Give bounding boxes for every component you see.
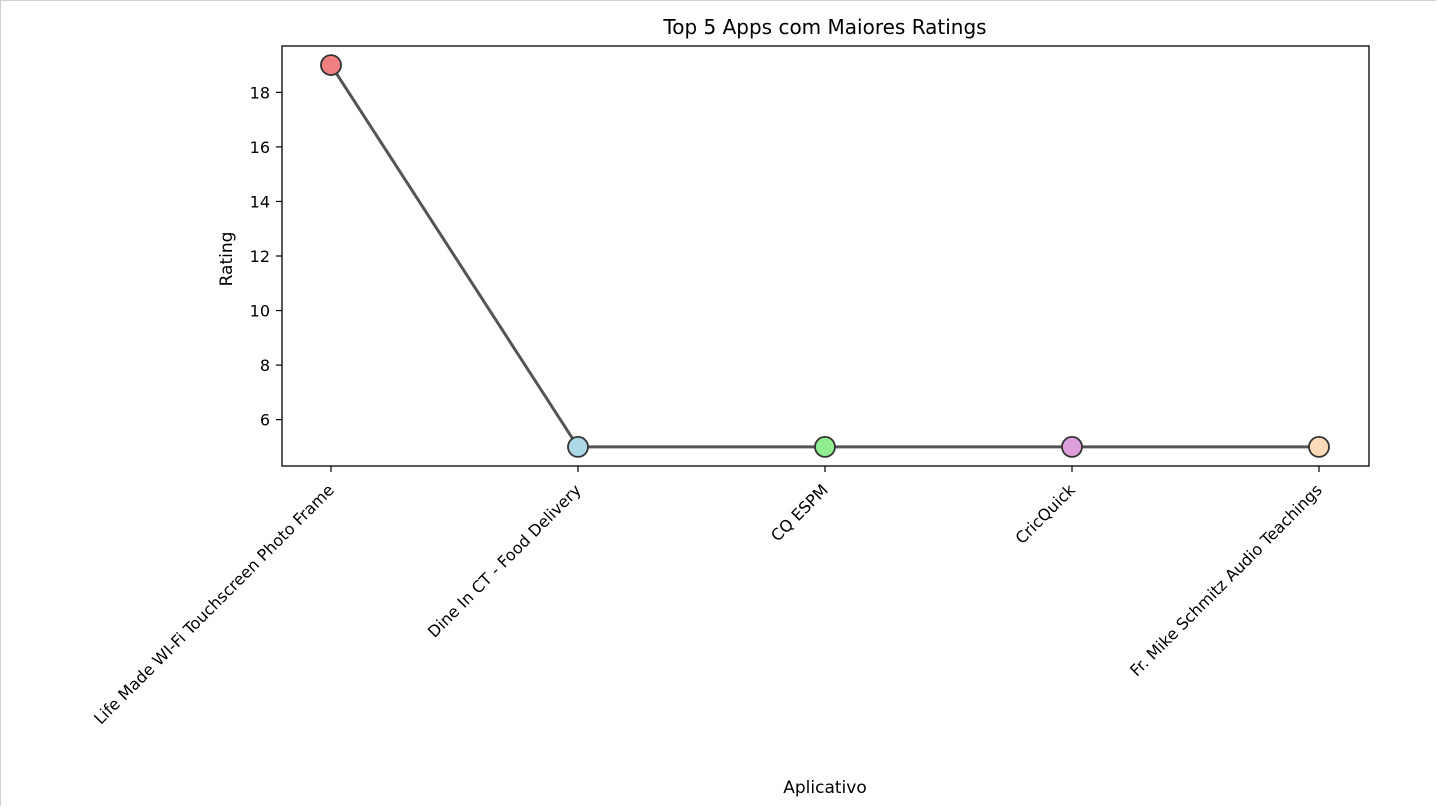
y-tick-label: 10 [250, 302, 270, 321]
y-tick-label: 8 [260, 356, 270, 375]
y-axis-label: Rating [217, 232, 237, 287]
x-tick-label: Life Made WI-Fi Touchscreen Photo Frame [90, 480, 338, 728]
y-tick-label: 14 [250, 192, 270, 211]
x-tick-label: CricQuick [1011, 480, 1079, 548]
series-line [329, 64, 1319, 449]
x-tick-label: CQ ESPM [767, 480, 832, 545]
data-point [814, 436, 836, 458]
x-tick-label: Dine In CT - Food Delivery [424, 480, 585, 641]
plot-area: 6 8 10 12 14 16 18 Life Made WI-Fi Touchscreen … [90, 45, 1370, 728]
y-tick-label: 6 [260, 411, 270, 430]
y-tick-label: 16 [250, 138, 270, 157]
chart-title: Top 5 Apps com Maiores Ratings [662, 15, 986, 39]
y-tick-label: 12 [250, 247, 270, 266]
data-point [1061, 436, 1083, 458]
data-point [567, 436, 589, 458]
x-axis-label: Aplicativo [783, 778, 866, 798]
x-tick-label: Fr. Mike Schmitz Audio Teachings [1126, 480, 1326, 680]
y-tick-label: 18 [250, 83, 270, 102]
data-point [320, 54, 342, 76]
data-point [1308, 436, 1330, 458]
plot-frame [281, 45, 1370, 467]
